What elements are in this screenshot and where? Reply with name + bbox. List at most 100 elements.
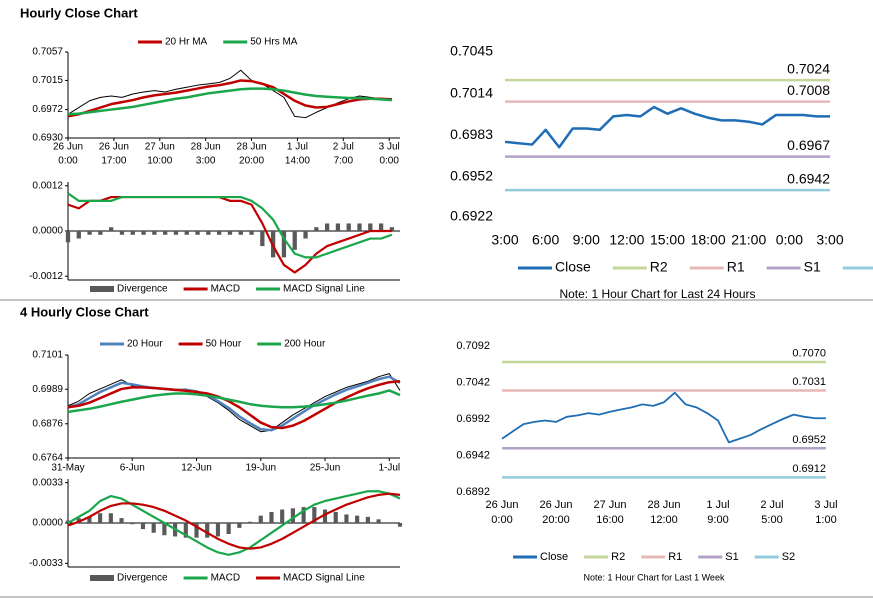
x-tick-label: 2 Jul	[760, 499, 783, 511]
x-tick-label: 28 Jun	[237, 142, 267, 153]
y-tick-label: -0.0033	[29, 558, 63, 569]
divergence-bar	[141, 231, 146, 235]
x-tick-label: 25-Jun	[310, 463, 341, 474]
series-line	[67, 375, 401, 432]
series-line	[501, 391, 826, 444]
divergence-bar	[355, 515, 360, 523]
divergence-bar	[280, 509, 285, 523]
divergence-bar	[238, 231, 243, 235]
y-tick-label: 0.0033	[32, 477, 63, 488]
x-tick-label: 20:00	[542, 514, 570, 526]
x-tick-label: 12:00	[609, 232, 644, 248]
x-tick-label: 15:00	[650, 232, 685, 248]
x-tick-label: 9:00	[707, 514, 728, 526]
x-tick-label: 20:00	[239, 156, 264, 167]
series-line	[67, 195, 392, 274]
x-tick-label: 19-Jun	[245, 463, 276, 474]
x-tick-label: 28 Jun	[191, 142, 221, 153]
divergence-bar	[397, 523, 403, 527]
divergence-bar	[357, 223, 362, 231]
y-tick-label: 0.0000	[32, 226, 63, 237]
level-label: 0.7024	[787, 60, 830, 76]
legend-label: R2	[611, 551, 625, 563]
x-tick-label: 3:00	[816, 232, 843, 248]
divergence-bar	[301, 507, 306, 523]
y-tick-label: 0.7092	[456, 340, 490, 352]
x-tick-label: 27 Jun	[145, 142, 175, 153]
divergence-bar	[205, 523, 210, 538]
x-tick-label: 26 Jun	[53, 142, 83, 153]
divergence-bar	[247, 521, 253, 523]
series-line	[67, 380, 401, 430]
divergence-bar	[152, 231, 157, 235]
section-heading: 4 Hourly Close Chart	[20, 304, 149, 319]
divergence-bar	[119, 231, 125, 235]
divergence-bar	[130, 523, 135, 525]
divergence-bar	[87, 516, 92, 523]
divergence-bar	[249, 231, 254, 235]
legend-swatch	[90, 286, 114, 292]
y-tick-label: 0.7042	[456, 376, 490, 388]
x-tick-label: 6-Jun	[120, 463, 145, 474]
legend-label: S2	[782, 551, 795, 563]
x-tick-label: 0:00	[776, 232, 803, 248]
x-tick-label: 28 Jun	[647, 499, 680, 511]
x-tick-label: 2 Jul	[333, 142, 354, 153]
x-tick-label: 6:00	[532, 232, 559, 248]
y-tick-label: 0.6930	[32, 133, 63, 144]
y-tick-label: 0.7057	[32, 47, 63, 58]
legend-label: Divergence	[117, 573, 168, 584]
y-tick-label: 0.7101	[32, 350, 63, 361]
x-tick-label: 5:00	[761, 514, 782, 526]
divergence-bar	[322, 509, 328, 523]
price-line	[67, 69, 392, 119]
divergence-bar	[290, 508, 295, 523]
divergence-bar	[333, 512, 338, 523]
legend-label: 50 Hrs MA	[250, 37, 298, 48]
y-tick-label: 0.6764	[32, 453, 63, 464]
divergence-bar	[378, 223, 384, 231]
divergence-bar	[292, 231, 297, 250]
divergence-bar	[76, 518, 81, 523]
x-tick-label: 0:00	[58, 156, 78, 167]
x-tick-label: 3:00	[491, 232, 518, 248]
y-tick-label: 0.6983	[450, 126, 493, 142]
y-tick-label: 0.6992	[456, 413, 490, 425]
x-tick-label: 26 Jun	[485, 499, 518, 511]
y-tick-label: 0.6922	[450, 208, 493, 224]
level-label: 0.7008	[787, 82, 830, 98]
y-tick-label: 0.7015	[32, 75, 63, 86]
divergence-bar	[335, 223, 341, 231]
series-line	[67, 79, 392, 118]
x-tick-label: 26 Jun	[99, 142, 129, 153]
divergence-bar	[344, 514, 349, 523]
section-heading: Hourly Close Chart	[20, 5, 138, 20]
x-tick-label: 3:00	[196, 156, 216, 167]
x-tick-label: 14:00	[285, 156, 310, 167]
divergence-bar	[98, 231, 103, 235]
x-tick-label: 21:00	[731, 232, 766, 248]
y-tick-label: 0.6952	[450, 167, 493, 183]
x-tick-label: 3 Jul	[379, 142, 400, 153]
series-line	[67, 87, 392, 116]
x-tick-label: 1 Jul	[287, 142, 308, 153]
y-tick-label: 0.6972	[32, 104, 63, 115]
x-tick-label: 26 Jun	[539, 499, 572, 511]
x-tick-label: 31-May	[51, 463, 84, 474]
legend-label: Close	[555, 259, 591, 275]
x-tick-label: 7:00	[334, 156, 354, 167]
chart-note: Note: 1 Hour Chart for Last 24 Hours	[559, 287, 755, 301]
series-line	[504, 105, 830, 149]
divergence-bar	[119, 518, 124, 523]
level-label: 0.6952	[792, 434, 826, 446]
divergence-bar	[195, 231, 200, 235]
x-tick-label: 16:00	[596, 514, 624, 526]
level-label: 0.6967	[787, 137, 830, 153]
divergence-bar	[173, 231, 179, 235]
x-tick-label: 9:00	[573, 232, 600, 248]
divergence-bar	[162, 523, 167, 536]
divergence-bar	[365, 516, 370, 523]
legend-label: MACD	[211, 573, 240, 584]
x-tick-label: 0:00	[491, 514, 512, 526]
